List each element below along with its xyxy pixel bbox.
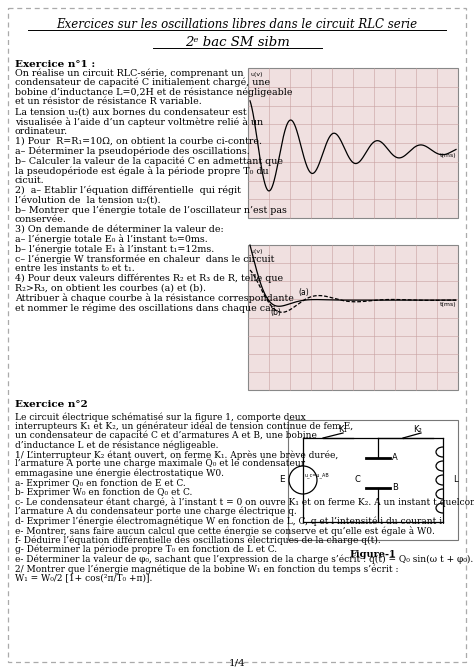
Text: 1/ L’interrupteur K₂ étant ouvert, on ferme K₁. Après une brève durée,: 1/ L’interrupteur K₂ étant ouvert, on fe… — [15, 450, 338, 460]
Text: t(ms): t(ms) — [439, 153, 456, 157]
Bar — [248, 245, 458, 390]
Text: W₁ = W₀/2 [1+ cos(²π/T₀ +π)].: W₁ = W₀/2 [1+ cos(²π/T₀ +π)]. — [15, 574, 152, 582]
Text: (a): (a) — [298, 288, 309, 297]
Text: l’évolution de  la tension u₂(t).: l’évolution de la tension u₂(t). — [15, 196, 161, 204]
Text: La tension u₂(t) aux bornes du condensateur est: La tension u₂(t) aux bornes du condensat… — [15, 107, 246, 116]
Text: Exercice n°1 :: Exercice n°1 : — [15, 60, 95, 69]
Text: E: E — [279, 476, 285, 484]
Text: 1) Pour  R=R₁=10Ω, on obtient la courbe ci-contre.: 1) Pour R=R₁=10Ω, on obtient la courbe c… — [15, 137, 262, 145]
Text: 2)  a– Etablir l’équation différentielle  qui régit: 2) a– Etablir l’équation différentielle … — [15, 186, 241, 195]
Text: et un résistor de résistance R variable.: et un résistor de résistance R variable. — [15, 97, 202, 107]
Text: entre les instants t₀ et t₁.: entre les instants t₀ et t₁. — [15, 264, 135, 273]
Text: a– Déterminer la pseudopériode des oscillations.: a– Déterminer la pseudopériode des oscil… — [15, 147, 250, 156]
Text: K₂: K₂ — [414, 425, 422, 434]
Text: a- Exprimer Q₀ en fonction de E et C.: a- Exprimer Q₀ en fonction de E et C. — [15, 478, 186, 488]
Text: b– Montrer que l’énergie totale de l’oscillateur n’est pas: b– Montrer que l’énergie totale de l’osc… — [15, 205, 287, 214]
Text: u_c=u_AB: u_c=u_AB — [305, 472, 330, 478]
Bar — [288, 420, 458, 540]
Text: l’armature A porte une charge maximale Q₀ et le condensateur: l’armature A porte une charge maximale Q… — [15, 460, 305, 468]
Text: B: B — [392, 484, 398, 492]
Text: cicuit.: cicuit. — [15, 176, 45, 185]
Text: Figure-1: Figure-1 — [350, 550, 396, 559]
Text: la pseudopériode est égale à la période propre T₀ du: la pseudopériode est égale à la période … — [15, 166, 269, 176]
Text: visualisée à l’aide d’un capteur voltmètre relié à un: visualisée à l’aide d’un capteur voltmèt… — [15, 117, 263, 127]
Text: 4) Pour deux valeurs différentes R₂ et R₃ de R, telle que: 4) Pour deux valeurs différentes R₂ et R… — [15, 274, 283, 283]
Text: Le circuit électrique schématisé sur la figure 1, comporte deux: Le circuit électrique schématisé sur la … — [15, 412, 306, 421]
Text: et nommer le régime des oscillations dans chaque cas.: et nommer le régime des oscillations dan… — [15, 304, 279, 313]
Text: interrupteurs K₁ et K₂, un générateur idéal de tension continue de fem E,: interrupteurs K₁ et K₂, un générateur id… — [15, 421, 353, 431]
Text: 2/ Montrer que l’énergie magnétique de la bobine W₁ en fonction du temps s’écrit: 2/ Montrer que l’énergie magnétique de l… — [15, 564, 399, 574]
Text: d- Exprimer l’énergie électromagnétique W en fonction de L, C, q et l’intensité : d- Exprimer l’énergie électromagnétique … — [15, 517, 445, 526]
Text: 2ᵉ bac SM sibm: 2ᵉ bac SM sibm — [184, 36, 290, 48]
Text: b– l’énergie totale E₁ à l’instant t₁=12ms.: b– l’énergie totale E₁ à l’instant t₁=12… — [15, 245, 214, 254]
Text: Attribuer à chaque courbe à la résistance correspondante: Attribuer à chaque courbe à la résistanc… — [15, 293, 294, 304]
Text: e- Déterminer la valeur de φ₀, sachant que l’expression de la charge s’écrit : q: e- Déterminer la valeur de φ₀, sachant q… — [15, 555, 473, 564]
Text: l’armature A du condensateur porte une charge électrique q.: l’armature A du condensateur porte une c… — [15, 507, 297, 517]
Text: R₂>R₃, on obtient les courbes (a) et (b).: R₂>R₃, on obtient les courbes (a) et (b)… — [15, 283, 206, 293]
Text: u(v): u(v) — [251, 249, 264, 254]
Text: (b): (b) — [270, 308, 281, 317]
Bar — [248, 68, 458, 218]
Text: t(ms): t(ms) — [439, 302, 456, 307]
Text: f- Déduire l’équation différentielle des oscillations électriques de la charge q: f- Déduire l’équation différentielle des… — [15, 535, 381, 545]
Text: conservée.: conservée. — [15, 215, 67, 224]
Text: 1/4: 1/4 — [228, 659, 246, 667]
Text: un condensateur de capacité C et d’armatures A et B, une bobine: un condensateur de capacité C et d’armat… — [15, 431, 317, 440]
Text: c- Le condensateur étant chargé, à l’instant t = 0 on ouvre K₁ et on ferme K₂. A: c- Le condensateur étant chargé, à l’ins… — [15, 498, 474, 507]
Text: b- Exprimer W₀ en fonction de Q₀ et C.: b- Exprimer W₀ en fonction de Q₀ et C. — [15, 488, 192, 497]
Text: emmagasine une énergie électrostatique W0.: emmagasine une énergie électrostatique W… — [15, 469, 224, 478]
Text: u(v): u(v) — [251, 72, 264, 77]
Text: C: C — [354, 476, 360, 484]
Text: ordinateur.: ordinateur. — [15, 127, 68, 136]
Text: On réalise un circuit RLC-série, comprenant un: On réalise un circuit RLC-série, compren… — [15, 68, 244, 78]
Text: c– l’énergie W transformée en chaleur  dans le circuit: c– l’énergie W transformée en chaleur da… — [15, 254, 274, 264]
Text: L: L — [453, 476, 457, 484]
Text: condensateur de capacité C initialement chargé, une: condensateur de capacité C initialement … — [15, 78, 270, 87]
Text: Exercices sur les oscillations libres dans le circuit RLC serie: Exercices sur les oscillations libres da… — [56, 17, 418, 31]
Text: bobine d’inductance L=0,2H et de résistance négligeable: bobine d’inductance L=0,2H et de résista… — [15, 88, 292, 97]
Text: g- Déterminer la période propre T₀ en fonction de L et C.: g- Déterminer la période propre T₀ en fo… — [15, 545, 277, 555]
Text: 3) On demande de déterminer la valeur de:: 3) On demande de déterminer la valeur de… — [15, 225, 224, 234]
Text: a– l’énergie totale E₀ à l’instant t₀=0ms.: a– l’énergie totale E₀ à l’instant t₀=0m… — [15, 234, 208, 245]
Text: K₁: K₁ — [338, 425, 347, 434]
Text: A: A — [392, 454, 398, 462]
Text: b– Calculer la valeur de la capacité C en admettant que: b– Calculer la valeur de la capacité C e… — [15, 156, 283, 165]
Text: Exercice n°2: Exercice n°2 — [15, 400, 88, 409]
Text: e- Montrer, sans faire aucun calcul que cette énergie se conserve et qu’elle est: e- Montrer, sans faire aucun calcul que … — [15, 526, 435, 536]
Text: d’inductance L et de résistance négligeable.: d’inductance L et de résistance négligea… — [15, 440, 219, 450]
